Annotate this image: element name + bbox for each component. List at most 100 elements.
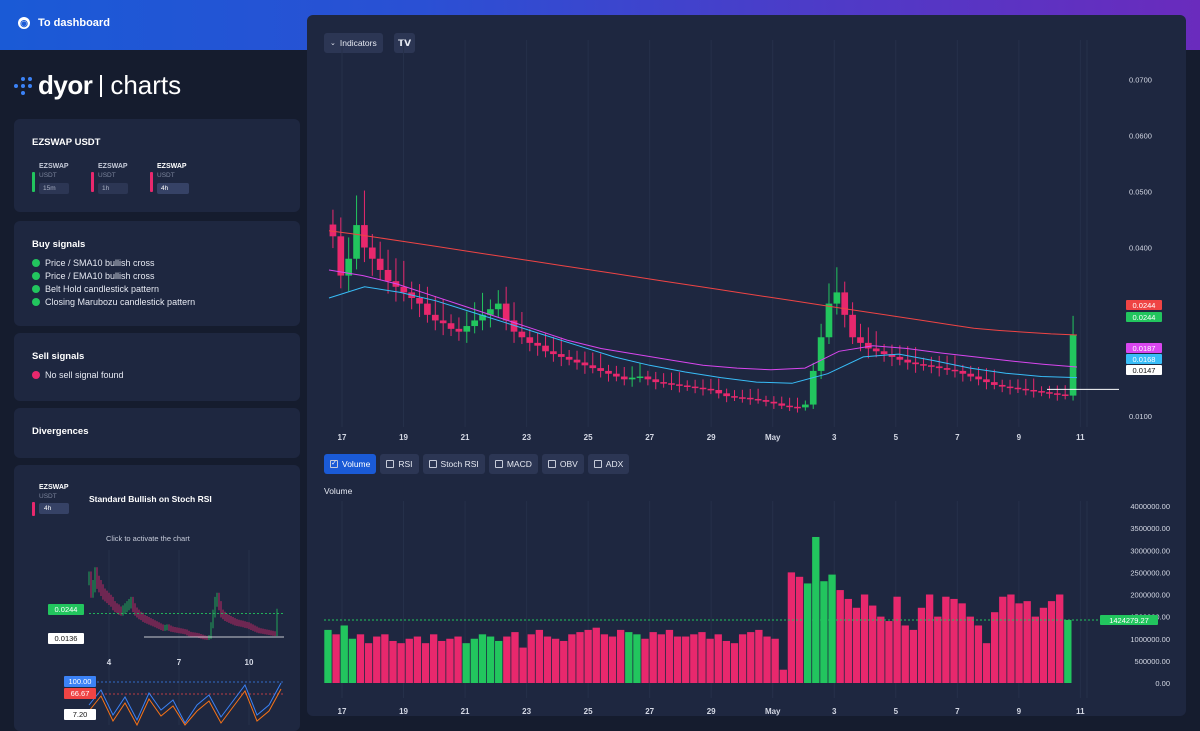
x-tick-label: 11	[1076, 433, 1085, 442]
candle	[542, 345, 549, 352]
volume-chart[interactable]: 17 19 21 23 25 27 29 May 3 5 7 9 11 0.00 500000.00 1000…	[307, 476, 1186, 716]
pair-item[interactable]: EZSWAP USDT 1h	[91, 162, 128, 194]
volume-bar	[576, 632, 584, 683]
volume-bar	[332, 634, 340, 683]
pair-item[interactable]: EZSWAP USDT 4h	[150, 162, 189, 194]
x-tick-label: 29	[707, 707, 716, 716]
candle	[825, 303, 833, 338]
candle	[739, 397, 746, 399]
candle	[510, 320, 518, 332]
y-tick-label: 3000000.00	[1130, 546, 1170, 555]
y-tick-label: 4000000.00	[1130, 502, 1170, 511]
pair-list: EZSWAP USDT 15m EZSWAP USDT 1h EZSWAP USDT 4h	[32, 162, 282, 194]
indicator-tab[interactable]: MACD	[488, 454, 538, 474]
pair-color-bar	[91, 172, 94, 192]
svg-text:0.0244: 0.0244	[55, 605, 78, 614]
volume-bar	[706, 638, 714, 683]
x-tick-label: 7	[177, 658, 182, 667]
mini-price-tag: 0.0136	[48, 633, 84, 644]
volume-bar	[682, 636, 690, 683]
back-to-dashboard-link[interactable]: ◉ To dashboard	[18, 17, 110, 29]
indicator-tab[interactable]: ADX	[587, 454, 630, 474]
candle	[487, 309, 494, 315]
volume-bar	[803, 583, 812, 683]
volume-bar	[470, 638, 478, 683]
x-tick-label: 7	[955, 433, 960, 442]
volume-bar	[625, 632, 633, 683]
volume-bar	[909, 629, 918, 683]
divergence-chart-card[interactable]: EZSWAP USDT 4h Standard Bullish on Stoch…	[14, 465, 300, 731]
candle	[416, 298, 423, 304]
pair-color-bar	[150, 172, 153, 192]
indicator-tab-label: Stoch RSI	[440, 459, 479, 469]
buy-signal-label: Price / EMA10 bullish cross	[45, 271, 155, 281]
x-tick-label: 10	[245, 658, 254, 667]
indicator-tab-label: MACD	[506, 459, 532, 469]
volume-bar	[608, 636, 617, 683]
logo[interactable]: dyor charts	[14, 70, 181, 101]
candle	[872, 348, 880, 352]
pair-name: EZSWAP	[39, 163, 69, 170]
y-tick-label: 1000000.00	[1130, 635, 1170, 644]
candle	[833, 292, 841, 304]
candle	[912, 362, 919, 365]
volume-bar	[877, 616, 885, 683]
volume-bar	[901, 625, 909, 683]
x-tick-label: May	[765, 433, 781, 442]
candle	[951, 369, 959, 372]
indicators-button[interactable]: ⌄ Indicators	[324, 33, 383, 53]
x-tick-label: 27	[645, 433, 654, 442]
tradingview-logo-icon[interactable]: 𝗧𝗩	[394, 33, 415, 53]
volume-bar	[934, 616, 942, 683]
x-tick-label: 19	[399, 433, 408, 442]
main-chart-panel: ⌄ Indicators 𝗧𝗩 17 19 21 23 25 27 29 May 3 5 7 9 11 0…	[307, 15, 1186, 716]
candle	[368, 247, 376, 259]
volume-bar	[535, 629, 544, 683]
candle	[849, 314, 856, 338]
volume-bar	[966, 616, 974, 683]
candle	[376, 258, 384, 270]
x-tick-label: 11	[1076, 707, 1085, 716]
indicator-tab[interactable]: RSI	[380, 454, 419, 474]
volume-bar	[389, 640, 397, 683]
candle	[935, 366, 943, 369]
candle	[361, 225, 368, 248]
pair-info: EZSWAP USDT 4h	[157, 162, 189, 194]
svg-text:1424279.27: 1424279.27	[1109, 616, 1149, 625]
candle	[762, 400, 770, 402]
svg-text:0.0168: 0.0168	[1133, 355, 1156, 364]
indicator-tab[interactable]: Stoch RSI	[422, 454, 485, 474]
sell-signal-item: No sell signal found	[32, 370, 282, 380]
candle	[1006, 386, 1014, 389]
rsi-tag: 7.20	[64, 709, 96, 720]
x-tick-label: 25	[584, 433, 593, 442]
candle	[707, 388, 715, 391]
candle	[581, 362, 589, 366]
pair-timeframe: 15m	[39, 183, 69, 194]
volume-bar	[592, 627, 600, 683]
indicator-tab-label: RSI	[398, 459, 413, 469]
volume-bar	[950, 598, 958, 683]
candle	[746, 397, 754, 400]
volume-bar	[1007, 594, 1015, 683]
volume-bar	[1039, 607, 1048, 683]
svg-text:66.67: 66.67	[71, 689, 90, 698]
x-tick-label: 9	[1017, 707, 1022, 716]
volume-bar	[381, 634, 389, 683]
buy-signals-card: Buy signals Price / SMA10 bullish cross P…	[14, 221, 300, 326]
candle	[573, 359, 581, 363]
svg-text:0.0136: 0.0136	[55, 634, 78, 643]
svg-text:7.20: 7.20	[73, 710, 88, 719]
rsi-tag: 100.00	[64, 676, 96, 687]
volume-tag: 1424279.27	[1100, 614, 1158, 625]
x-tick-label: 3	[832, 433, 837, 442]
y-tick-label: 0.0500	[1129, 187, 1152, 196]
candle	[857, 337, 864, 343]
price-chart[interactable]: 17192123252729May3579110.01000.02000.030…	[307, 15, 1186, 455]
buy-signal-label: Closing Marubozu candlestick pattern	[45, 297, 196, 307]
rsi-tag: 66.67	[64, 688, 96, 699]
candle	[518, 331, 526, 338]
pair-item[interactable]: EZSWAP USDT 15m	[32, 162, 69, 194]
indicator-tab[interactable]: OBV	[541, 454, 584, 474]
indicator-tab[interactable]: ✓ Volume	[324, 454, 377, 474]
